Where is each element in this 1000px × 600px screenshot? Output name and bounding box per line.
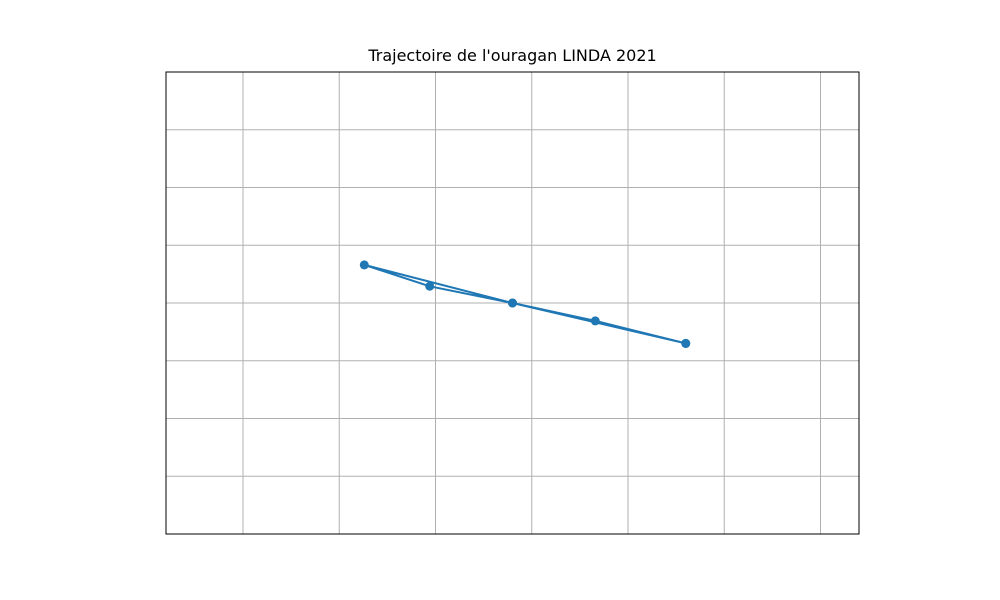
grid-lines xyxy=(166,72,859,534)
chart-title: Trajectoire de l'ouragan LINDA 2021 xyxy=(368,46,657,65)
axes-frame xyxy=(165,71,860,535)
trajectory-point xyxy=(590,316,600,326)
series-layer xyxy=(359,260,691,348)
trajectory-point xyxy=(681,338,691,348)
trajectory-point xyxy=(359,260,369,270)
trajectory-point xyxy=(425,281,435,291)
trajectory-point xyxy=(508,298,517,308)
trajectory-line xyxy=(363,263,687,345)
